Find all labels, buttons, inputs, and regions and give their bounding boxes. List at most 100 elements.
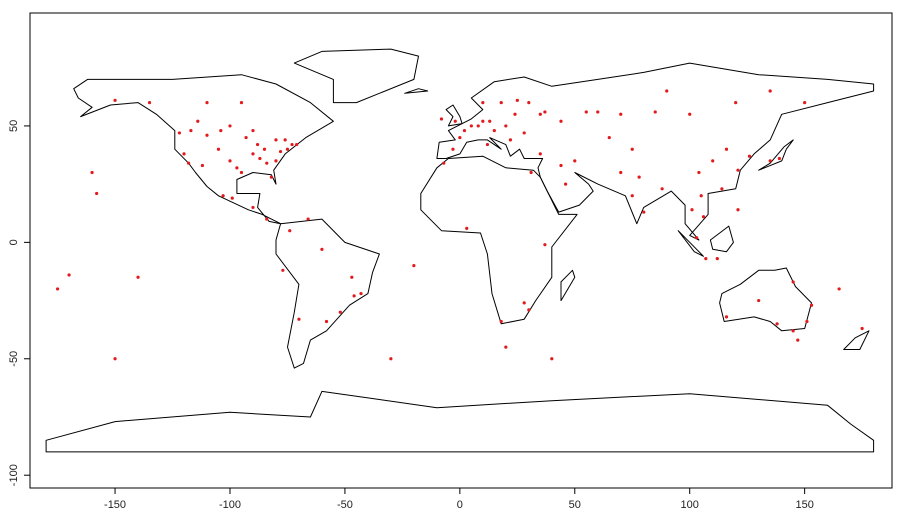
point — [481, 119, 485, 123]
coastline — [436, 62, 875, 241]
point — [352, 294, 356, 298]
point — [699, 194, 703, 198]
point — [274, 138, 278, 142]
point — [527, 308, 531, 312]
point — [239, 101, 244, 105]
coastline — [709, 225, 734, 253]
point — [550, 357, 554, 361]
point — [538, 152, 542, 156]
point — [338, 310, 342, 314]
point — [711, 159, 715, 163]
point — [389, 357, 393, 361]
point — [251, 205, 255, 210]
coastline — [719, 267, 812, 332]
x-tick-label: 100 — [681, 499, 699, 511]
point — [285, 147, 290, 151]
coastline — [758, 139, 794, 171]
point — [805, 319, 809, 324]
point — [196, 119, 200, 123]
x-tick-label: -100 — [219, 499, 241, 511]
coastline — [45, 390, 875, 453]
point — [359, 291, 363, 296]
x-tick-label: -50 — [337, 499, 353, 511]
point — [306, 217, 310, 221]
x-tick-label: 50 — [569, 499, 581, 511]
point — [324, 319, 329, 324]
point — [462, 128, 467, 133]
point — [724, 147, 729, 151]
point — [734, 101, 738, 105]
point — [724, 315, 729, 319]
point — [451, 147, 455, 151]
point — [205, 101, 209, 105]
point — [442, 161, 446, 165]
point — [504, 345, 508, 349]
point — [522, 301, 526, 305]
point — [255, 142, 260, 147]
point — [320, 247, 324, 251]
point — [189, 128, 193, 133]
point — [274, 159, 278, 163]
points — [55, 89, 864, 361]
coastline — [420, 155, 578, 325]
point — [837, 287, 841, 291]
point — [701, 215, 706, 219]
point — [278, 149, 283, 154]
point — [476, 124, 480, 128]
point — [235, 166, 239, 170]
coastline — [275, 218, 380, 369]
point — [527, 101, 531, 105]
point — [499, 101, 503, 105]
point — [182, 152, 186, 156]
point — [288, 229, 292, 233]
point — [522, 131, 526, 135]
plot-frame — [29, 12, 893, 489]
point — [200, 163, 204, 168]
point — [281, 268, 285, 272]
point — [704, 257, 708, 261]
point — [584, 110, 588, 114]
point — [515, 98, 519, 102]
point — [720, 187, 724, 191]
point — [529, 170, 533, 175]
point — [262, 147, 267, 151]
point — [469, 124, 473, 128]
point — [543, 243, 547, 247]
point — [791, 280, 795, 284]
point — [563, 182, 568, 186]
y-tick-label: -100 — [8, 464, 20, 486]
point — [768, 89, 772, 93]
point — [458, 135, 462, 140]
point — [559, 163, 563, 168]
point — [642, 210, 646, 214]
point — [251, 152, 255, 156]
point — [775, 322, 779, 326]
point — [697, 170, 701, 175]
point — [90, 170, 94, 175]
point — [688, 112, 692, 116]
point — [453, 119, 457, 123]
point — [653, 110, 657, 114]
coastline — [73, 74, 334, 225]
point — [619, 170, 623, 175]
point — [230, 196, 234, 200]
point — [265, 217, 269, 221]
point — [219, 128, 223, 133]
point — [439, 117, 444, 121]
axes: -150 -100 -50 0 50 100 150 -100 -50 0 50 — [8, 12, 893, 511]
point — [715, 257, 719, 261]
point — [251, 128, 255, 133]
point — [695, 236, 699, 240]
point — [791, 329, 795, 333]
point — [499, 319, 503, 324]
point — [269, 175, 273, 179]
point — [187, 161, 191, 165]
point — [637, 175, 641, 179]
point — [113, 357, 117, 361]
point — [290, 142, 294, 147]
point — [559, 119, 563, 123]
point — [228, 159, 232, 163]
point — [95, 191, 99, 196]
point — [538, 112, 542, 116]
